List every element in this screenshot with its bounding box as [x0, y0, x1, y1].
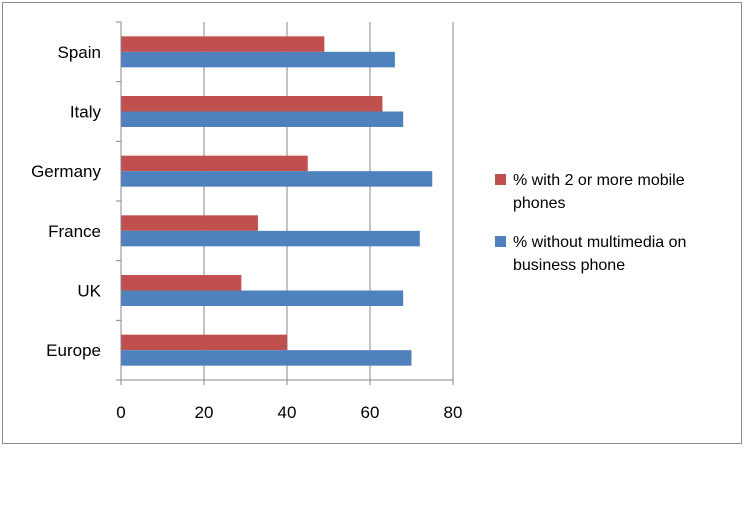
- category-label-spain: Spain: [58, 43, 101, 62]
- legend-swatch-series-1: [495, 174, 506, 185]
- bar-france-series-2: [121, 230, 420, 247]
- bar-italy-series-2: [121, 111, 404, 127]
- legend-label-series-1: phones: [513, 195, 566, 212]
- x-tick-label-80: 80: [444, 403, 463, 422]
- bar-uk-series-1: [121, 275, 242, 291]
- bar-europe-series-2: [121, 350, 412, 366]
- x-tick-label-40: 40: [278, 403, 297, 422]
- category-label-europe: Europe: [46, 341, 101, 360]
- legend-label-series-1: % with 2 or more mobile: [513, 172, 685, 189]
- x-tick-label-60: 60: [361, 403, 380, 422]
- legend-swatch-series-2: [495, 236, 506, 247]
- bar-italy-series-1: [121, 96, 383, 112]
- category-label-italy: Italy: [70, 103, 102, 122]
- category-label-uk: UK: [77, 282, 101, 301]
- bar-spain-series-2: [121, 51, 395, 68]
- bar-germany-series-2: [121, 171, 433, 187]
- category-label-germany: Germany: [31, 162, 101, 181]
- x-tick-label-0: 0: [116, 403, 125, 422]
- legend-label-series-2: % without multimedia on: [513, 234, 686, 251]
- bar-france-series-1: [121, 215, 258, 231]
- bar-europe-series-1: [121, 334, 287, 351]
- legend-label-series-2: business phone: [513, 257, 625, 274]
- category-label-france: France: [48, 222, 101, 241]
- x-tick-label-20: 20: [195, 403, 214, 422]
- bar-uk-series-2: [121, 290, 404, 306]
- bar-spain-series-1: [121, 36, 325, 52]
- bar-germany-series-1: [121, 155, 308, 172]
